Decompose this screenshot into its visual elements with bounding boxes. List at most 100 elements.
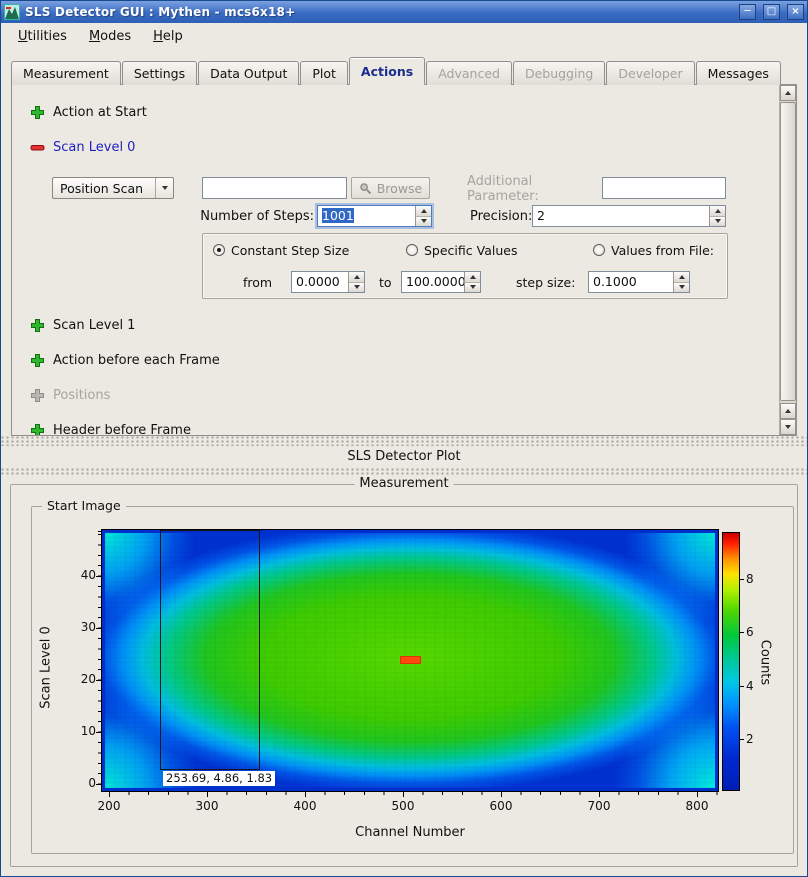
measurement-group: Measurement Start Image Scan Level 0 0 1…	[10, 476, 798, 867]
scan-level-1-label[interactable]: Scan Level 1	[53, 318, 136, 333]
scan-level-0-label[interactable]: Scan Level 0	[53, 140, 136, 155]
x-tick-mark	[207, 792, 208, 797]
x-tick-label: 700	[587, 799, 611, 813]
menu-help[interactable]: Help	[153, 28, 183, 44]
tabbar: Measurement Settings Data Output Plot Ac…	[1, 49, 807, 85]
menubar: Utilities Modes Help	[1, 23, 807, 49]
script-path-input[interactable]	[202, 177, 347, 199]
colorbar-tick-mark	[740, 686, 744, 687]
spin-up-icon[interactable]	[674, 272, 689, 283]
number-of-steps-label: Number of Steps:	[200, 209, 314, 224]
minimize-icon[interactable]: ─	[739, 4, 756, 20]
close-icon[interactable]: ×	[787, 4, 804, 20]
scroll-down-icon[interactable]	[780, 419, 796, 435]
tab-data-output[interactable]: Data Output	[198, 61, 300, 85]
colorbar-tick-mark	[740, 632, 744, 633]
action-before-frame-row[interactable]: Action before each Frame	[30, 352, 220, 369]
step-mode-group: Constant Step Size Specific Values Value…	[202, 233, 728, 299]
colorbar-tick-mark	[740, 739, 744, 740]
to-spinbox[interactable]: 100.0000	[401, 271, 481, 293]
colorbar-axis-title: Counts	[757, 639, 773, 686]
browse-icon	[359, 182, 371, 194]
menu-utilities[interactable]: Utilities	[18, 28, 67, 44]
radio-constant-step-size[interactable]: Constant Step Size	[213, 243, 349, 258]
x-tick-mark	[599, 792, 600, 797]
radio-specific-values[interactable]: Specific Values	[406, 243, 517, 258]
precision-label: Precision:	[470, 209, 533, 224]
maximize-icon[interactable]: □	[763, 4, 780, 20]
spin-down-icon[interactable]	[416, 216, 431, 226]
spin-down-icon[interactable]	[349, 282, 364, 292]
spin-up-icon[interactable]	[465, 272, 480, 283]
from-spinbox[interactable]: 0.0000	[291, 271, 365, 293]
scan-level-1-row[interactable]: Scan Level 1	[30, 317, 135, 334]
radio-icon[interactable]	[593, 244, 605, 256]
x-axis-title: Channel Number	[355, 825, 465, 840]
tab-settings[interactable]: Settings	[121, 61, 198, 85]
x-tick-mark	[305, 792, 306, 797]
action-at-start-row[interactable]: Action at Start	[30, 104, 147, 121]
peak-marker	[400, 656, 421, 664]
tab-measurement[interactable]: Measurement	[11, 61, 121, 85]
spin-up-icon[interactable]	[416, 206, 431, 217]
menu-modes[interactable]: Modes	[88, 28, 132, 44]
colorbar-tick-mark	[740, 579, 744, 580]
scan-mode-combobox[interactable]: Position Scan	[52, 177, 174, 199]
tab-plot[interactable]: Plot	[300, 61, 348, 85]
tab-actions[interactable]: Actions	[348, 57, 426, 85]
scroll-up-icon[interactable]	[780, 85, 796, 101]
tab-messages[interactable]: Messages	[695, 61, 781, 85]
plus-icon	[31, 424, 44, 435]
chevron-down-icon[interactable]	[155, 178, 173, 198]
window-title: SLS Detector GUI : Mythen - mcs6x18+	[25, 5, 296, 19]
zoom-selection-rect	[160, 530, 260, 770]
radio-icon[interactable]	[406, 244, 418, 256]
spin-down-icon[interactable]	[465, 282, 480, 292]
y-tick-label: 10	[80, 724, 96, 738]
header-before-frame-row[interactable]: Header before Frame	[30, 422, 191, 436]
additional-parameter-input[interactable]	[602, 177, 726, 199]
tab-developer: Developer	[606, 61, 695, 85]
radio-icon[interactable]	[213, 244, 225, 256]
spin-down-icon[interactable]	[710, 216, 725, 226]
scan-level-0-row[interactable]: Scan Level 0	[30, 139, 135, 156]
y-tick-label: 40	[80, 568, 96, 582]
minus-icon	[30, 145, 45, 151]
step-size-label: step size:	[516, 275, 576, 290]
y-tick-label: 0	[88, 776, 96, 790]
radio-values-from-file[interactable]: Values from File:	[593, 243, 714, 258]
spin-up-icon[interactable]	[710, 206, 725, 217]
measurement-group-title: Measurement	[354, 476, 454, 491]
scan-mode-value: Position Scan	[60, 180, 144, 196]
positions-label: Positions	[53, 388, 111, 403]
from-label: from	[243, 275, 273, 290]
colorbar-tick-label: 4	[746, 679, 754, 693]
number-of-steps-spinbox[interactable]: 1001	[317, 205, 432, 227]
scrollbar-thumb[interactable]	[780, 102, 796, 401]
x-tick-label: 400	[293, 799, 317, 813]
header-before-frame-label[interactable]: Header before Frame	[53, 423, 191, 436]
splitter-handle[interactable]	[1, 468, 807, 476]
vertical-scrollbar[interactable]	[779, 85, 796, 435]
heatmap-image[interactable]	[105, 533, 715, 788]
splitter-handle[interactable]	[1, 436, 807, 446]
action-before-frame-label[interactable]: Action before each Frame	[53, 353, 220, 368]
scroll-up-icon[interactable]	[780, 403, 796, 419]
titlebar[interactable]: SLS Detector GUI : Mythen - mcs6x18+ ─ □…	[1, 1, 807, 23]
spin-up-icon[interactable]	[349, 272, 364, 283]
plot-dock-title[interactable]: SLS Detector Plot	[347, 449, 461, 464]
y-tick-label: 20	[80, 672, 96, 686]
precision-value: 2	[537, 208, 545, 223]
cursor-readout: 253.69, 4.86, 1.83	[163, 771, 276, 786]
positions-row: Positions	[30, 387, 110, 404]
y-axis-title: Scan Level 0	[38, 626, 54, 709]
step-size-spinbox[interactable]: 0.1000	[588, 271, 690, 293]
y-minor-ticks	[98, 529, 101, 792]
x-tick-mark	[697, 792, 698, 797]
browse-button: Browse	[351, 177, 430, 199]
precision-spinbox[interactable]: 2	[532, 205, 726, 227]
heatmap-canvas[interactable]: 253.69, 4.86, 1.83	[101, 529, 719, 792]
x-tick-label: 500	[391, 799, 415, 813]
action-at-start-label[interactable]: Action at Start	[53, 105, 147, 120]
spin-down-icon[interactable]	[674, 282, 689, 292]
